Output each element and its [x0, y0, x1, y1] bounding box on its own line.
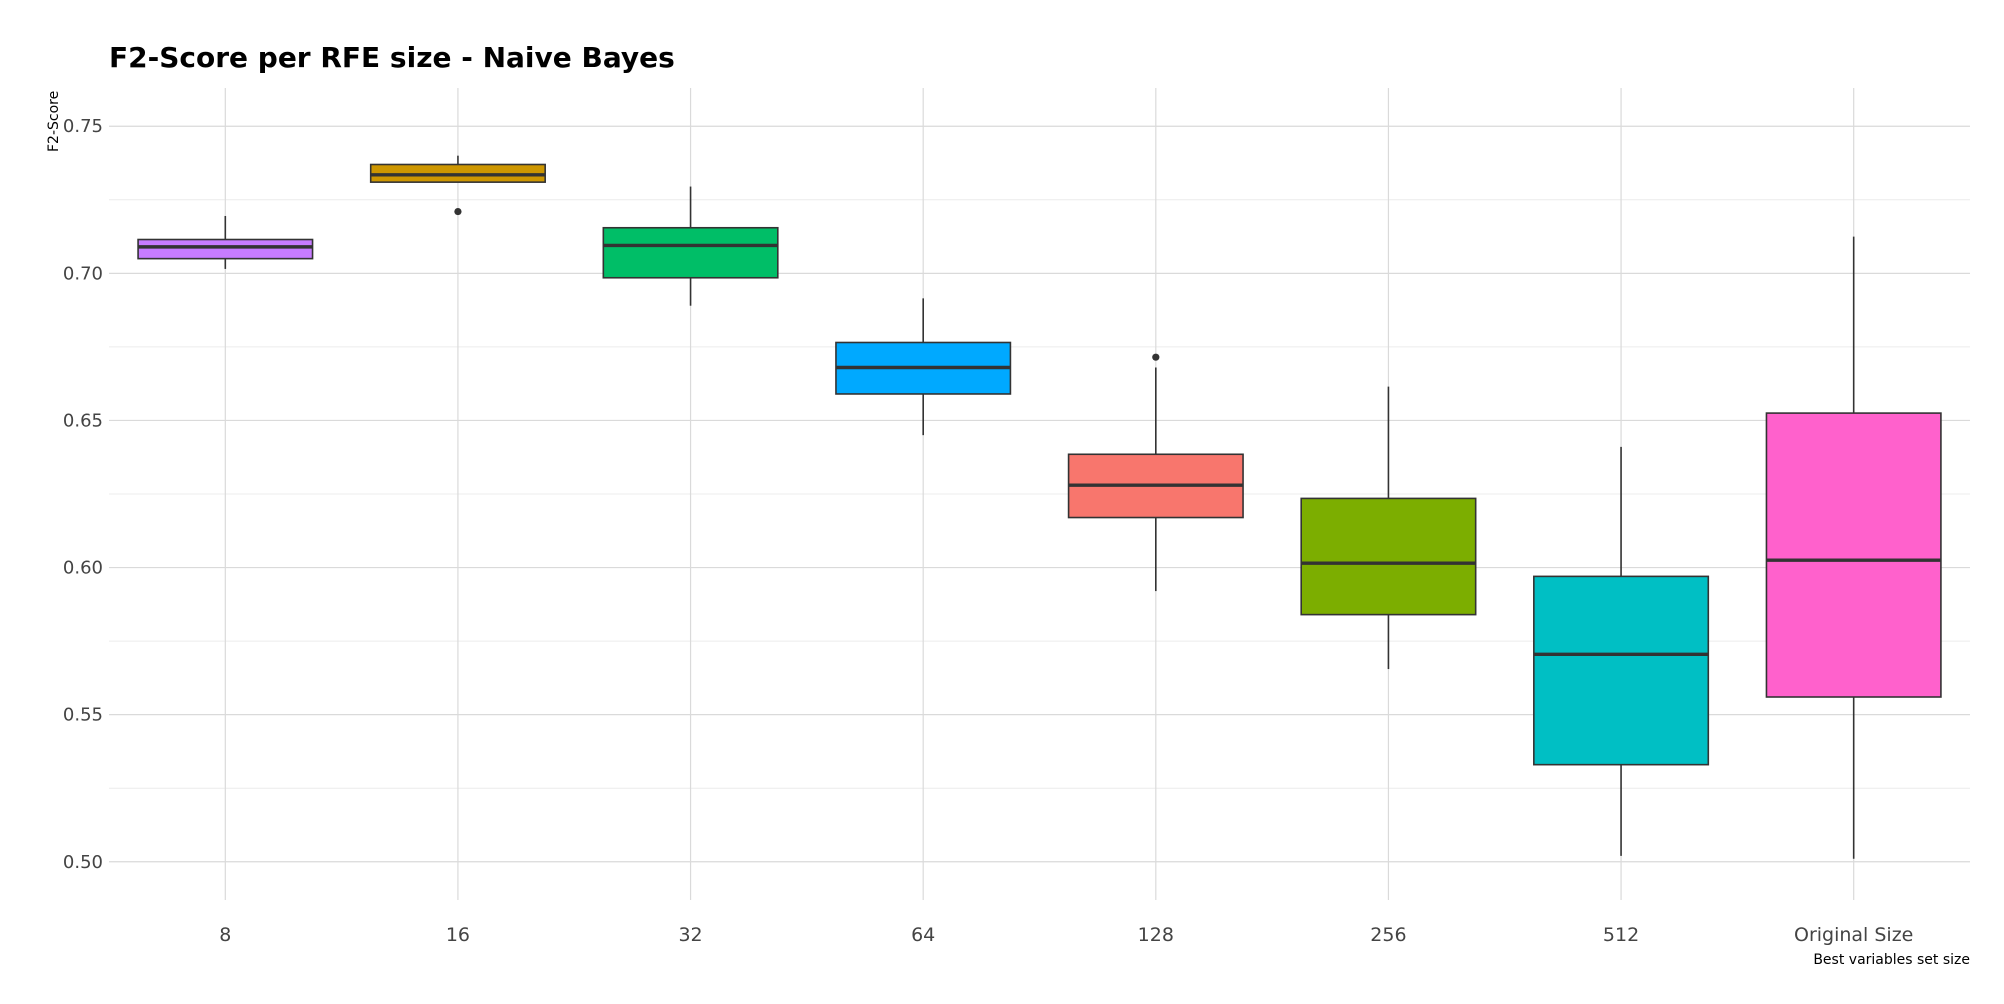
- y-tick-label: 0.55: [63, 705, 103, 726]
- x-tick-label: 128: [1138, 924, 1174, 946]
- box-original-size: [1765, 236, 1942, 859]
- x-tick-label: 512: [1603, 924, 1639, 946]
- box-iqr: [602, 226, 779, 279]
- x-tick-label: Original Size: [1794, 924, 1913, 946]
- box-512: [1533, 446, 1710, 856]
- y-tick-label: 0.50: [63, 852, 103, 873]
- box-256: [1300, 386, 1477, 670]
- y-tick-label: 0.75: [63, 116, 103, 137]
- chart-title: F2-Score per RFE size - Naive Bayes: [109, 41, 675, 74]
- y-axis-ticks: 0.50 0.55 0.60 0.65 0.70 0.75: [63, 116, 103, 873]
- x-axis-label: Best variables set size: [1813, 952, 1970, 968]
- x-tick-label: 256: [1370, 924, 1406, 946]
- box-16: [369, 155, 546, 216]
- box-32: [602, 186, 779, 306]
- y-axis-label: F2-Score: [46, 91, 62, 152]
- box-8: [137, 215, 314, 269]
- y-tick-label: 0.65: [63, 410, 103, 431]
- box-iqr: [137, 238, 314, 260]
- grid-lines: [109, 88, 1970, 900]
- x-tick-label: 8: [219, 924, 231, 946]
- y-tick-label: 0.70: [63, 263, 103, 284]
- box-iqr: [1300, 497, 1477, 616]
- box-iqr: [1765, 412, 1942, 698]
- x-tick-label: 32: [678, 924, 702, 946]
- outlier-point: [1152, 353, 1160, 361]
- box-iqr: [1533, 575, 1710, 766]
- box-128: [1067, 353, 1244, 592]
- x-tick-label: 16: [446, 924, 470, 946]
- outlier-point: [454, 207, 462, 216]
- x-axis-ticks: 8 16 32 64 128 256 512 Original Size: [219, 924, 1913, 946]
- box-64: [835, 298, 1012, 436]
- y-tick-label: 0.60: [63, 558, 103, 579]
- boxes: [137, 155, 1942, 859]
- x-tick-label: 64: [911, 924, 935, 946]
